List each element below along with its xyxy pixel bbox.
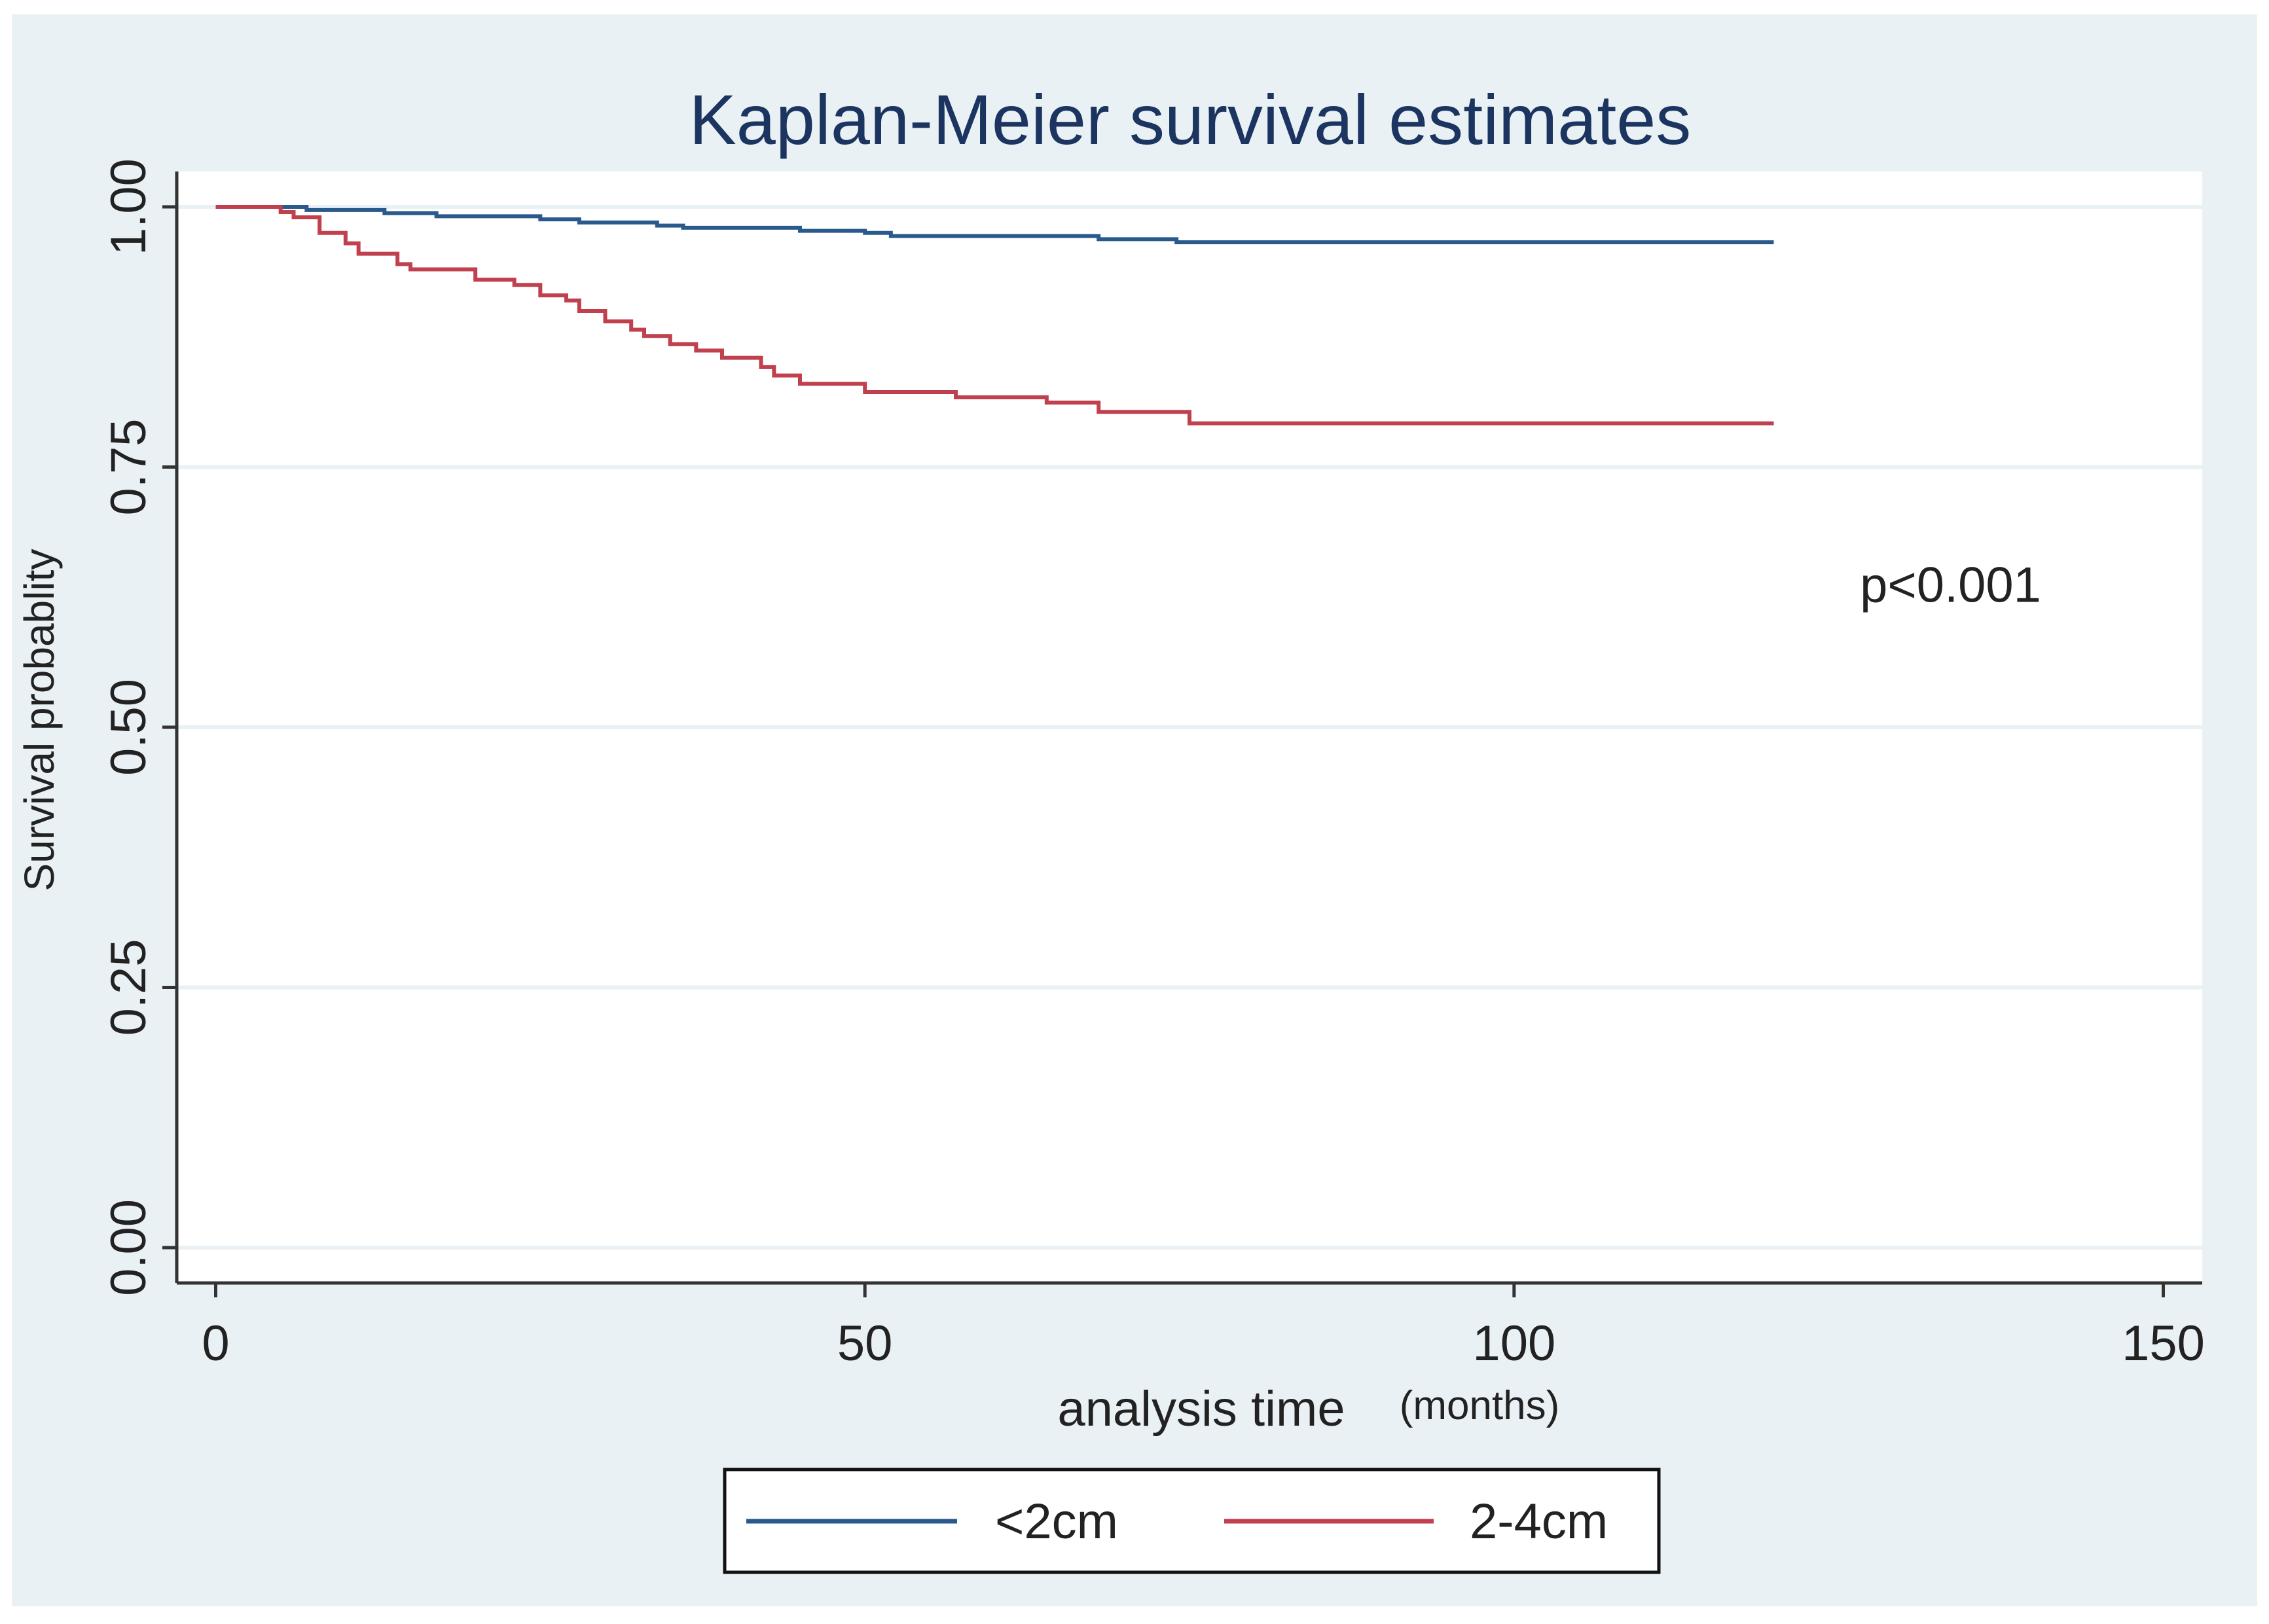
legend-label-lt2cm: <2cm bbox=[995, 1494, 1118, 1549]
legend: <2cm 2-4cm bbox=[723, 1468, 1661, 1574]
legend-label-2-4cm: 2-4cm bbox=[1470, 1494, 1608, 1549]
y-tick-label: 0.00 bbox=[101, 1199, 156, 1296]
p-value-annotation: p<0.001 bbox=[1860, 557, 2041, 613]
series-line-2-4cm bbox=[215, 205, 1774, 425]
series-lines bbox=[215, 205, 1774, 425]
y-tick-label: 0.50 bbox=[101, 679, 156, 776]
y-tick-label: 0.25 bbox=[101, 939, 156, 1036]
series-line-lt2cm bbox=[215, 205, 1774, 245]
x-tick-label: 0 bbox=[202, 1316, 229, 1371]
grid-lines bbox=[177, 205, 2202, 1250]
x-axis-label: analysis time bbox=[1057, 1381, 1345, 1437]
x-tick-label: 150 bbox=[2122, 1316, 2205, 1371]
y-axis-label: Survival probablity bbox=[16, 549, 63, 892]
x-tick-label: 50 bbox=[837, 1316, 893, 1371]
chart-title: Kaplan-Meier survival estimates bbox=[689, 80, 1692, 159]
y-tick-label: 1.00 bbox=[101, 158, 156, 255]
axis-ticks: 0.00 0.25 0.50 0.75 1.00 0 50 100 150 bbox=[101, 158, 2205, 1371]
y-tick-label: 0.75 bbox=[101, 419, 156, 516]
x-axis-unit-label: (months) bbox=[1400, 1383, 1560, 1428]
x-tick-label: 100 bbox=[1472, 1316, 1555, 1371]
